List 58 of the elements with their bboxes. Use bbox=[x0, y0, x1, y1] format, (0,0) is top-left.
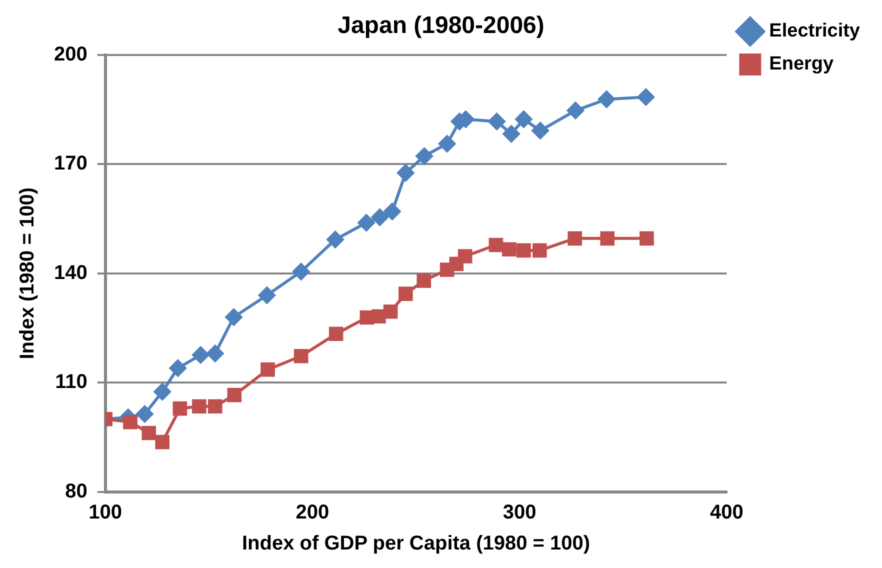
point bbox=[515, 110, 532, 128]
point bbox=[502, 125, 520, 142]
point bbox=[227, 388, 242, 402]
chart-title: Japan (1980-2006) bbox=[338, 12, 544, 40]
y-tick-label: 200 bbox=[54, 43, 88, 66]
point bbox=[568, 231, 582, 246]
point bbox=[416, 148, 433, 165]
y-tick-label: 80 bbox=[65, 480, 88, 503]
point bbox=[192, 346, 210, 364]
y-tick-label: 110 bbox=[55, 371, 88, 394]
point bbox=[383, 304, 398, 319]
point bbox=[154, 383, 171, 400]
point bbox=[384, 202, 401, 220]
x-tick-label: 100 bbox=[88, 502, 122, 524]
x-tick-label: 400 bbox=[710, 502, 744, 524]
point bbox=[292, 263, 310, 280]
point bbox=[598, 90, 616, 108]
point bbox=[488, 112, 506, 130]
x-tick-label: 200 bbox=[296, 502, 330, 524]
point bbox=[260, 362, 275, 377]
x-tick-label: 300 bbox=[502, 502, 536, 524]
point bbox=[142, 426, 156, 440]
point bbox=[502, 242, 516, 257]
point bbox=[123, 414, 138, 430]
point bbox=[294, 348, 308, 364]
point bbox=[225, 308, 242, 326]
y-axis-title: Index (1980 = 100) bbox=[16, 188, 39, 360]
point bbox=[600, 231, 615, 246]
point bbox=[516, 243, 531, 258]
legend-label: Energy bbox=[769, 54, 834, 75]
point bbox=[208, 399, 222, 414]
point bbox=[371, 208, 388, 226]
point bbox=[532, 122, 549, 140]
point bbox=[192, 399, 206, 414]
point bbox=[155, 434, 170, 450]
point bbox=[398, 286, 413, 301]
point bbox=[532, 243, 547, 258]
point bbox=[136, 406, 154, 423]
point bbox=[206, 345, 224, 362]
point bbox=[326, 231, 344, 248]
y-tick-label: 170 bbox=[54, 152, 88, 175]
point bbox=[172, 401, 188, 416]
legend-label: Electricity bbox=[769, 20, 860, 42]
point bbox=[372, 309, 386, 324]
point bbox=[438, 135, 456, 152]
point bbox=[416, 274, 432, 288]
point bbox=[328, 326, 344, 342]
point bbox=[640, 231, 654, 246]
point bbox=[637, 88, 654, 106]
point bbox=[169, 360, 186, 377]
point bbox=[566, 102, 584, 120]
point bbox=[258, 286, 276, 304]
y-tick-label: 140 bbox=[54, 262, 88, 284]
point bbox=[358, 214, 375, 232]
point bbox=[397, 164, 414, 182]
point bbox=[488, 238, 504, 252]
x-axis-title: Index of GDP per Capita (1980 = 100) bbox=[242, 532, 590, 555]
point bbox=[458, 249, 472, 264]
